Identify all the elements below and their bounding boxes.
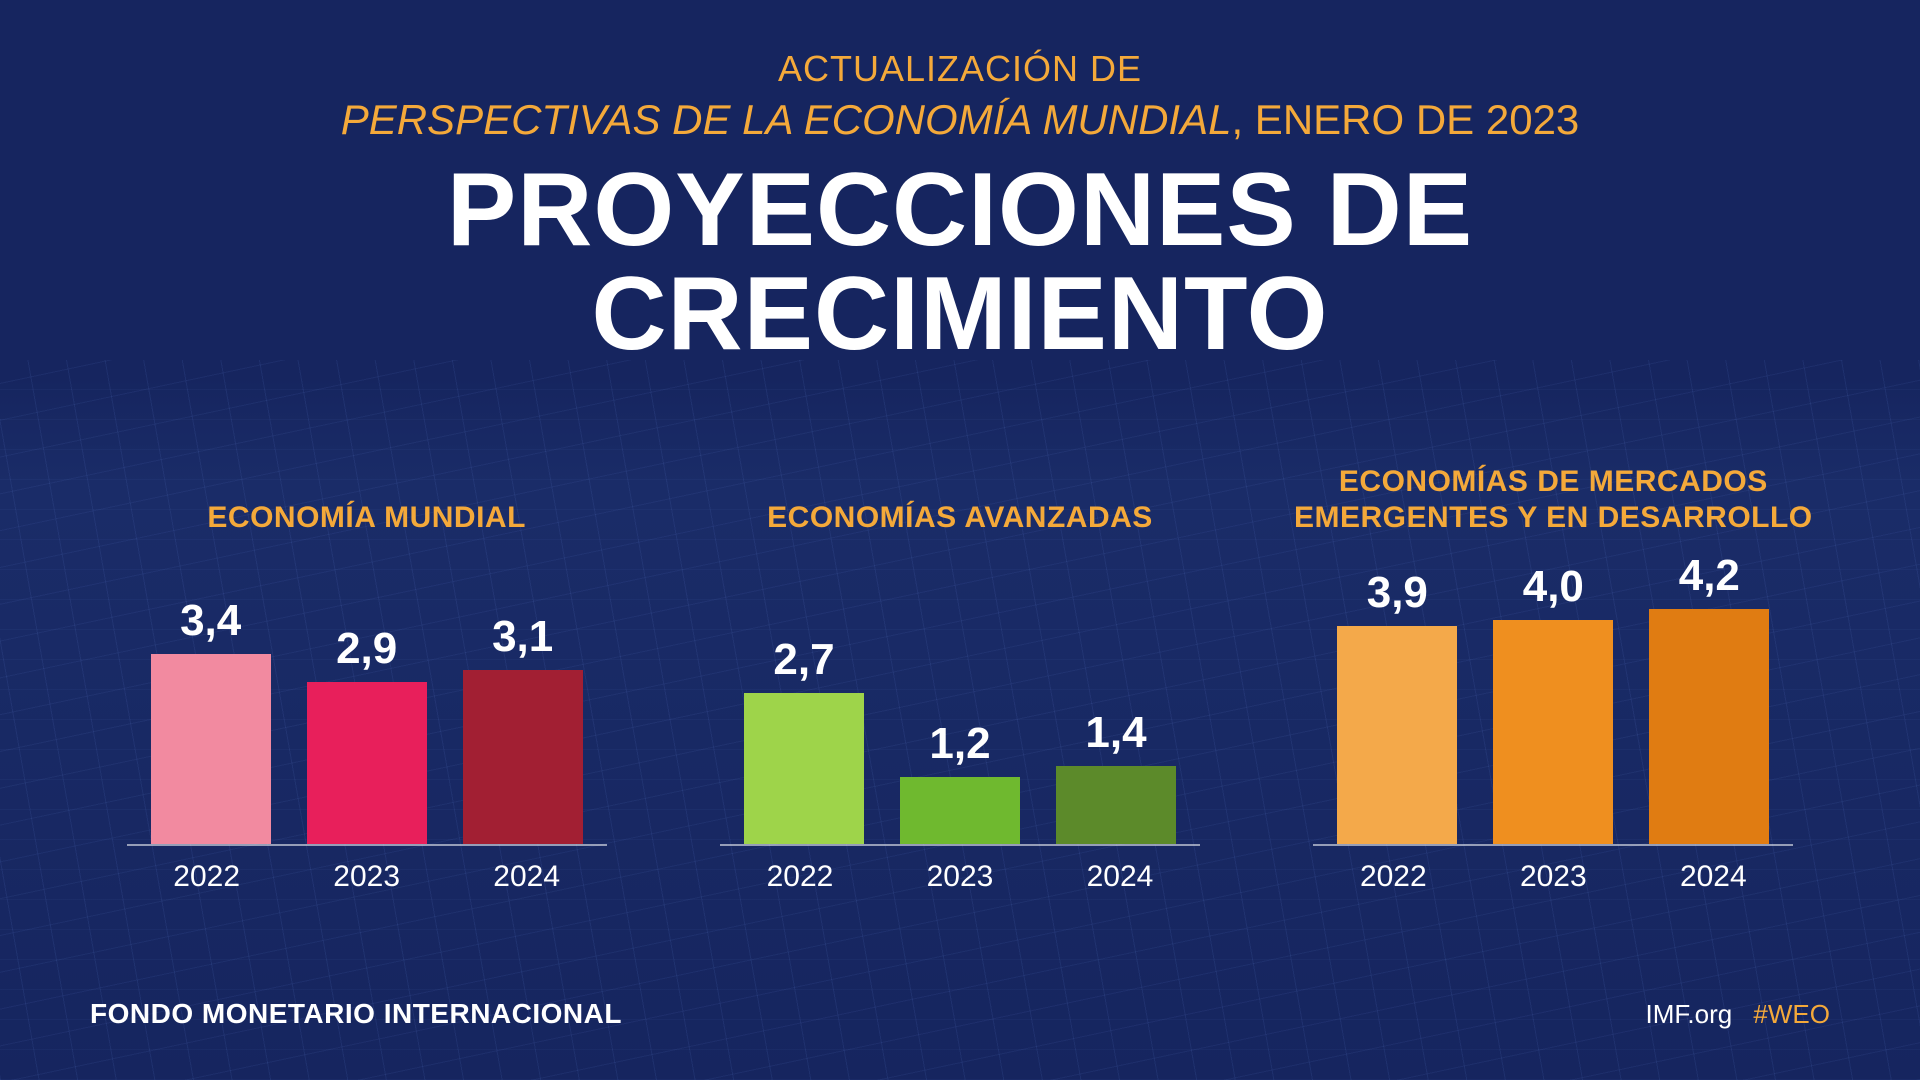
plot: 3,4 2,9 3,1 2022 2023 2024: [127, 566, 607, 894]
bar: [151, 654, 271, 844]
footer: FONDO MONETARIO INTERNACIONAL IMF.org #W…: [90, 998, 1830, 1040]
bar-value-label: 4,0: [1523, 562, 1584, 612]
bar-value-label: 4,2: [1679, 551, 1740, 601]
bar: [744, 693, 864, 844]
bar: [1337, 626, 1457, 844]
main-title: PROYECCIONES DE CRECIMIENTO: [90, 158, 1830, 366]
x-label: 2022: [1323, 860, 1463, 894]
bar-value-label: 3,1: [492, 612, 553, 662]
header: ACTUALIZACIÓN DE PERSPECTIVAS DE LA ECON…: [90, 40, 1830, 366]
bar-value-label: 1,2: [929, 719, 990, 769]
x-label: 2022: [730, 860, 870, 894]
bars-area: 3,4 2,9 3,1: [127, 566, 607, 846]
bar: [307, 682, 427, 844]
x-axis-labels: 2022 2023 2024: [127, 860, 607, 894]
bar-wrap: 2,9: [297, 624, 437, 844]
bar-value-label: 2,9: [336, 624, 397, 674]
x-label: 2023: [890, 860, 1030, 894]
charts-row: ECONOMÍA MUNDIAL3,42,93,1202220232024ECO…: [90, 436, 1830, 998]
bar: [463, 670, 583, 844]
bar-wrap: 2,7: [734, 635, 874, 844]
x-label: 2024: [1050, 860, 1190, 894]
x-label: 2023: [297, 860, 437, 894]
bar-wrap: 4,0: [1483, 562, 1623, 844]
chart-title: ECONOMÍAS AVANZADAS: [767, 436, 1153, 546]
supertitle: ACTUALIZACIÓN DE: [90, 48, 1830, 90]
bars-area: 2,7 1,2 1,4: [720, 566, 1200, 846]
bar-wrap: 1,2: [890, 719, 1030, 844]
chart-0: ECONOMÍA MUNDIAL 3,4 2,9 3,1 2022 2023 2024: [90, 436, 643, 998]
bar-wrap: 3,4: [141, 596, 281, 844]
bar-wrap: 3,9: [1327, 568, 1467, 844]
x-axis-labels: 2022 2023 2024: [1313, 860, 1793, 894]
bar-value-label: 3,4: [180, 596, 241, 646]
footer-site: IMF.org: [1646, 999, 1733, 1029]
chart-title: ECONOMÍA MUNDIAL: [207, 436, 526, 546]
x-label: 2024: [1643, 860, 1783, 894]
bar-wrap: 4,2: [1639, 551, 1779, 844]
x-label: 2023: [1483, 860, 1623, 894]
subtitle-rest: , ENERO DE 2023: [1231, 96, 1579, 143]
subtitle: PERSPECTIVAS DE LA ECONOMÍA MUNDIAL, ENE…: [90, 96, 1830, 144]
chart-2: ECONOMÍAS DE MERCADOS EMERGENTES Y EN DE…: [1277, 436, 1830, 998]
infographic-page: ACTUALIZACIÓN DE PERSPECTIVAS DE LA ECON…: [0, 0, 1920, 1080]
footer-hashtag: #WEO: [1753, 999, 1830, 1029]
subtitle-italic: PERSPECTIVAS DE LA ECONOMÍA MUNDIAL: [341, 96, 1232, 143]
plot: 3,94,04,2 2022 2023 2024: [1313, 566, 1793, 894]
bar-value-label: 3,9: [1367, 568, 1428, 618]
bar: [900, 777, 1020, 844]
bar-value-label: 1,4: [1085, 708, 1146, 758]
bar-wrap: 3,1: [453, 612, 593, 844]
x-label: 2024: [457, 860, 597, 894]
x-label: 2022: [137, 860, 277, 894]
chart-title: ECONOMÍAS DE MERCADOS EMERGENTES Y EN DE…: [1277, 436, 1830, 546]
plot: 2,7 1,2 1,4 2022 2023 2024: [720, 566, 1200, 894]
chart-1: ECONOMÍAS AVANZADAS 2,7 1,2 1,4 2022 2023 2024: [683, 436, 1236, 998]
bar-wrap: 1,4: [1046, 708, 1186, 844]
bar: [1649, 609, 1769, 844]
bar-value-label: 2,7: [773, 635, 834, 685]
footer-org: FONDO MONETARIO INTERNACIONAL: [90, 998, 622, 1030]
bar: [1493, 620, 1613, 844]
bar: [1056, 766, 1176, 844]
bars-area: 3,94,04,2: [1313, 566, 1793, 846]
footer-right: IMF.org #WEO: [1646, 999, 1831, 1030]
x-axis-labels: 2022 2023 2024: [720, 860, 1200, 894]
